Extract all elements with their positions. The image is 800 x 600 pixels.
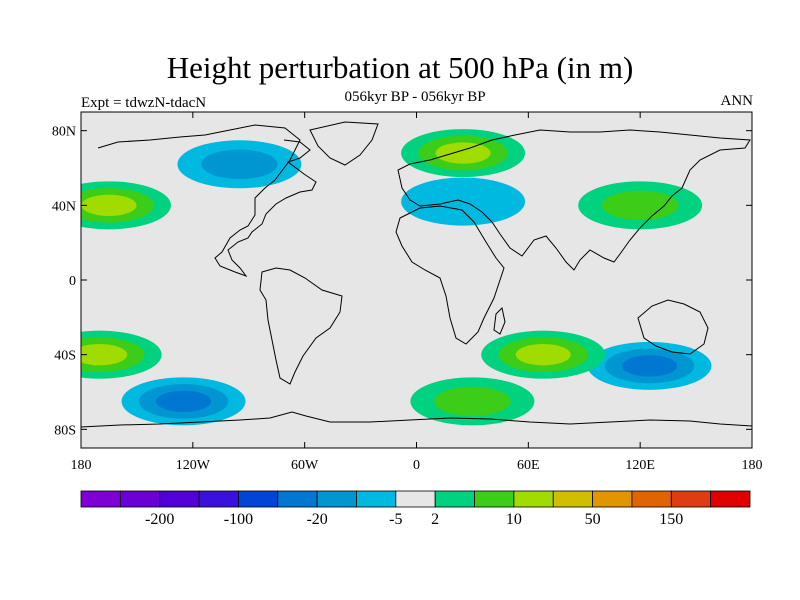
- contour-band: [155, 390, 212, 413]
- experiment-label: Expt = tdwzN-tdacN: [81, 95, 207, 111]
- chart-subtitle: 056kyr BP - 056kyr BP: [344, 89, 486, 105]
- contour-band: [435, 142, 491, 164]
- lon-tick-label: 120E: [625, 458, 655, 473]
- chart-title: Height perturbation at 500 hPa (in m): [166, 50, 634, 85]
- colorbar-label: 150: [659, 511, 683, 528]
- colorbar-label: -20: [306, 511, 327, 528]
- lon-tick-label: 180: [71, 458, 92, 473]
- colorbar-label: -100: [224, 511, 253, 528]
- contour-band: [81, 194, 137, 216]
- coast-australia: [637, 299, 709, 355]
- lon-tick-label: 120W: [176, 458, 211, 473]
- coast-madagascar: [493, 306, 506, 335]
- lon-tick-label: 180: [742, 458, 763, 473]
- lat-tick-label: 80N: [52, 125, 76, 140]
- colorbar-swatch: [631, 490, 672, 508]
- coast-north-america: [97, 124, 317, 278]
- colorbar-label: 50: [585, 511, 601, 528]
- coastlines: [81, 121, 752, 428]
- contour-band: [434, 386, 511, 417]
- colorbar-label: 10: [506, 511, 522, 528]
- coast-antarctica: [81, 411, 752, 428]
- lat-tick-label: 0: [69, 274, 76, 289]
- contour-band: [602, 190, 679, 221]
- colorbar-swatch: [670, 490, 712, 508]
- colorbar-swatch: [238, 490, 279, 508]
- colorbar-label: 2: [431, 511, 439, 528]
- season-label: ANN: [720, 93, 754, 109]
- colorbar-swatch: [80, 490, 121, 508]
- contour-field: [81, 129, 712, 426]
- coast-greenland: [309, 121, 379, 166]
- colorbar-swatch: [277, 490, 318, 508]
- colorbar-swatch: [356, 490, 397, 508]
- colorbar-swatch: [513, 490, 554, 508]
- contour-band: [81, 344, 128, 366]
- lat-tick-label: 40S: [54, 349, 76, 364]
- contour-band: [621, 355, 678, 377]
- colorbar-swatch: [552, 490, 593, 508]
- lat-tick-label: 80S: [54, 423, 76, 438]
- colorbar-swatch: [119, 490, 161, 508]
- colorbar-swatch: [434, 490, 475, 508]
- colorbar-swatch: [710, 490, 751, 508]
- colorbar-swatch: [316, 490, 357, 508]
- colorbar-swatch: [159, 490, 200, 508]
- colorbar-swatch: [395, 490, 436, 508]
- coast-south-america: [259, 267, 343, 385]
- coast-africa: [395, 205, 505, 345]
- colorbar-label: -5: [389, 511, 402, 528]
- colorbar-swatch: [474, 490, 515, 508]
- contour-band: [201, 149, 278, 180]
- colorbar-swatch: [198, 490, 239, 508]
- lon-tick-label: 60E: [517, 458, 540, 473]
- lon-tick-label: 60W: [291, 458, 319, 473]
- colorbar-label: -200: [145, 511, 174, 528]
- contour-band: [515, 344, 571, 366]
- coast-eurasia: [397, 129, 751, 271]
- lat-tick-label: 40N: [52, 199, 76, 214]
- lon-tick-label: 0: [413, 458, 420, 473]
- colorbar-swatch: [592, 490, 633, 508]
